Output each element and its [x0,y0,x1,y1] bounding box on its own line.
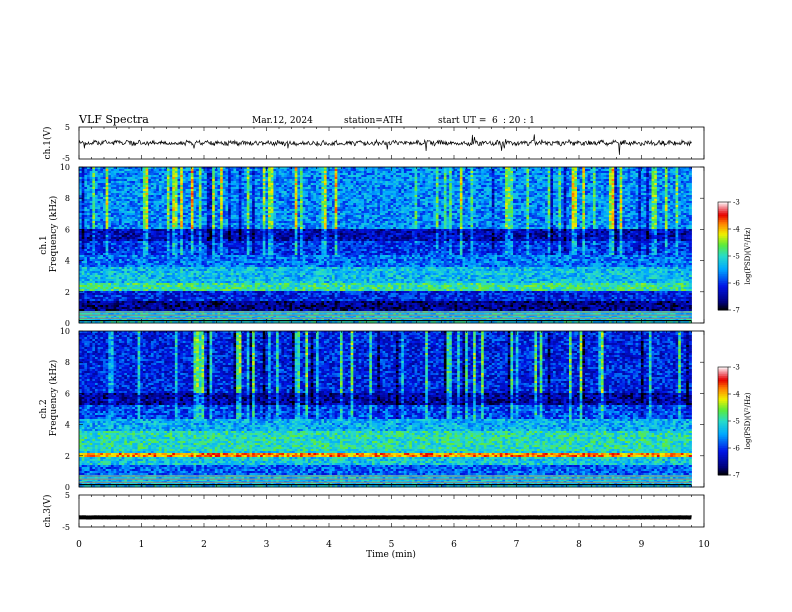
ch1-waveform-trace [79,134,692,155]
vlf-spectra-figure: VLF Spectra Mar.12, 2024 station=ATH sta… [0,0,792,612]
ch1-waveform-ytick-bottom: -5 [62,154,70,163]
station-label: station=ATH [344,116,403,126]
start-ut-label: start UT = [438,116,486,126]
ch1-waveform-panel: 5 -5 ch.1(V) [42,123,704,163]
start-ut-minsec: : 20 : 1 [503,116,535,126]
ch1-spectrogram-heatmap [79,167,692,323]
start-ut-hour: 6 [492,116,498,126]
ch1-waveform-ytick-top: 5 [65,123,70,132]
ch1-waveform-ylabel: ch.1(V) [42,127,53,160]
date-label: Mar.12, 2024 [252,116,313,126]
figure-title: VLF Spectra [78,113,149,126]
